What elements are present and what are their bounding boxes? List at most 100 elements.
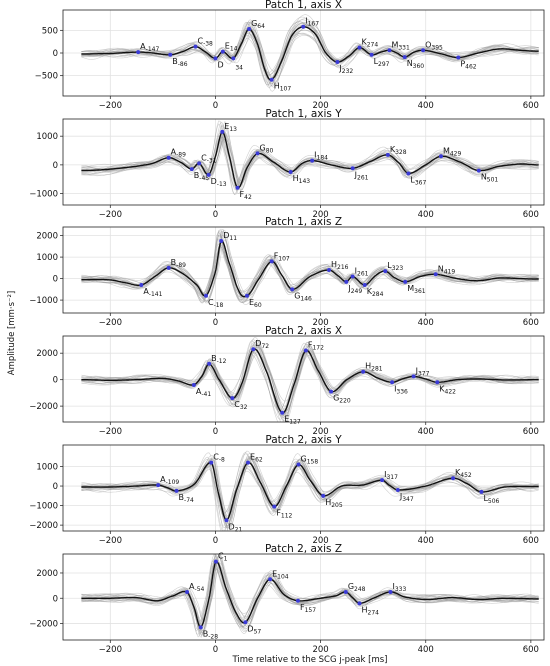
- beat-trace: [81, 561, 539, 625]
- x-tick-label: 0: [213, 210, 218, 220]
- fiducial-label: 34: [235, 64, 243, 71]
- fiducial-label: B-28: [203, 629, 218, 640]
- fiducial-label: G80: [260, 143, 274, 154]
- fiducial-marker: [435, 380, 440, 385]
- fiducial-marker: [209, 460, 214, 465]
- fiducial-label: M429: [443, 146, 462, 157]
- fiducial-label: C-31: [201, 153, 217, 164]
- beat-trace: [81, 341, 539, 422]
- fiducial-label: M361: [407, 284, 426, 295]
- beat-trace: [81, 453, 539, 531]
- beat-trace: [81, 138, 539, 184]
- fiducial-label: B-74: [179, 493, 194, 504]
- fiducial-marker: [219, 238, 224, 243]
- fiducial-label: O395: [425, 40, 443, 51]
- fiducial-marker: [344, 279, 349, 284]
- x-tick-label: 400: [418, 427, 434, 437]
- y-tick-label: 0: [53, 594, 58, 604]
- fiducial-marker: [321, 493, 326, 498]
- x-tick-label: 0: [213, 536, 218, 546]
- fiducial-label: E13: [224, 122, 237, 133]
- fiducial-label: H274: [361, 605, 379, 616]
- fiducial-marker: [438, 154, 443, 159]
- fiducial-marker: [402, 55, 407, 60]
- fiducial-marker: [301, 24, 306, 29]
- fiducial-label: I333: [393, 582, 407, 593]
- fiducial-label: K452: [455, 468, 472, 479]
- fiducial-marker: [280, 410, 285, 415]
- fiducial-label: H281: [365, 362, 383, 373]
- fiducial-marker: [383, 269, 388, 274]
- beat-trace: [81, 228, 539, 302]
- panel-frame: [62, 444, 545, 532]
- chart-panel-3: Patch 1, axis Z −200 0 200 400 600 −1000 0 1000 2…: [29, 216, 545, 328]
- panel-frame: [62, 118, 545, 206]
- beat-trace: [81, 230, 539, 303]
- fiducial-marker: [290, 287, 295, 292]
- beat-trace: [81, 245, 539, 298]
- beat-trace: [81, 234, 539, 303]
- fiducial-marker: [357, 601, 362, 606]
- beat-trace: [81, 555, 539, 635]
- x-tick-label: −200: [99, 536, 122, 546]
- fiducial-label: K422: [439, 384, 456, 395]
- x-tick-label: −200: [99, 318, 122, 328]
- fiducial-label: J232: [338, 64, 353, 75]
- chart-panel-4: Patch 2, axis X−200 0 200 400 600−200002000A…: [29, 325, 545, 437]
- fiducial-label: A-141: [143, 287, 162, 298]
- beat-trace: [81, 245, 539, 296]
- fiducial-marker: [268, 577, 273, 582]
- panel-title: Patch 2, axis Z: [265, 543, 342, 555]
- x-tick-label: −200: [99, 101, 122, 111]
- fiducial-marker: [213, 56, 218, 61]
- fiducial-label: H107: [274, 82, 292, 93]
- fiducial-label: E62: [250, 453, 263, 464]
- beat-trace: [81, 231, 539, 303]
- panel-title: Patch 1, axis Y: [265, 108, 342, 120]
- fiducial-marker: [395, 487, 400, 492]
- fiducial-marker: [269, 259, 274, 264]
- x-tick-label: −200: [99, 427, 122, 437]
- beat-trace: [81, 23, 539, 82]
- y-tick-label: 0: [53, 49, 58, 59]
- chart-panel-5: Patch 2, axis Y−200 0 200 400 600−2000−10000…: [29, 434, 545, 546]
- fiducial-label: L367: [410, 175, 426, 186]
- x-tick-label: 600: [523, 210, 539, 220]
- fiducial-marker: [156, 483, 161, 488]
- beat-trace: [81, 14, 539, 92]
- y-tick-label: −1000: [29, 502, 58, 512]
- fiducial-label: K284: [367, 287, 384, 298]
- fiducial-marker: [310, 158, 315, 163]
- beat-trace: [81, 24, 539, 85]
- fiducial-label: A-41: [196, 387, 211, 398]
- fiducial-marker: [269, 77, 274, 82]
- fiducial-marker: [231, 56, 236, 61]
- beat-trace: [81, 135, 539, 187]
- x-tick-label: 400: [418, 645, 434, 655]
- fiducial-label: H143: [293, 174, 311, 185]
- fiducial-marker: [224, 518, 229, 523]
- fiducial-marker: [191, 382, 196, 387]
- fiducial-marker: [335, 60, 340, 65]
- beat-trace: [81, 246, 539, 294]
- fiducial-label: B-89: [171, 258, 186, 269]
- fiducial-marker: [189, 167, 194, 172]
- fiducial-label: J347: [399, 492, 414, 503]
- fiducial-label: B-86: [172, 57, 187, 68]
- fiducial-marker: [166, 265, 171, 270]
- y-tick-label: −1000: [29, 296, 58, 306]
- panel-frame: [62, 9, 545, 97]
- beat-trace: [81, 131, 539, 186]
- fiducial-marker: [246, 460, 251, 465]
- beat-trace: [81, 340, 539, 419]
- fiducial-marker: [166, 155, 171, 160]
- beat-trace: [81, 231, 539, 301]
- fiducial-marker: [198, 625, 203, 630]
- fiducial-label: K274: [361, 38, 378, 49]
- fiducial-marker: [362, 283, 367, 288]
- beat-trace: [81, 238, 539, 299]
- beat-trace: [81, 555, 539, 634]
- fiducial-marker: [136, 50, 141, 55]
- beat-trace: [81, 457, 539, 522]
- mean-curve: [81, 348, 539, 414]
